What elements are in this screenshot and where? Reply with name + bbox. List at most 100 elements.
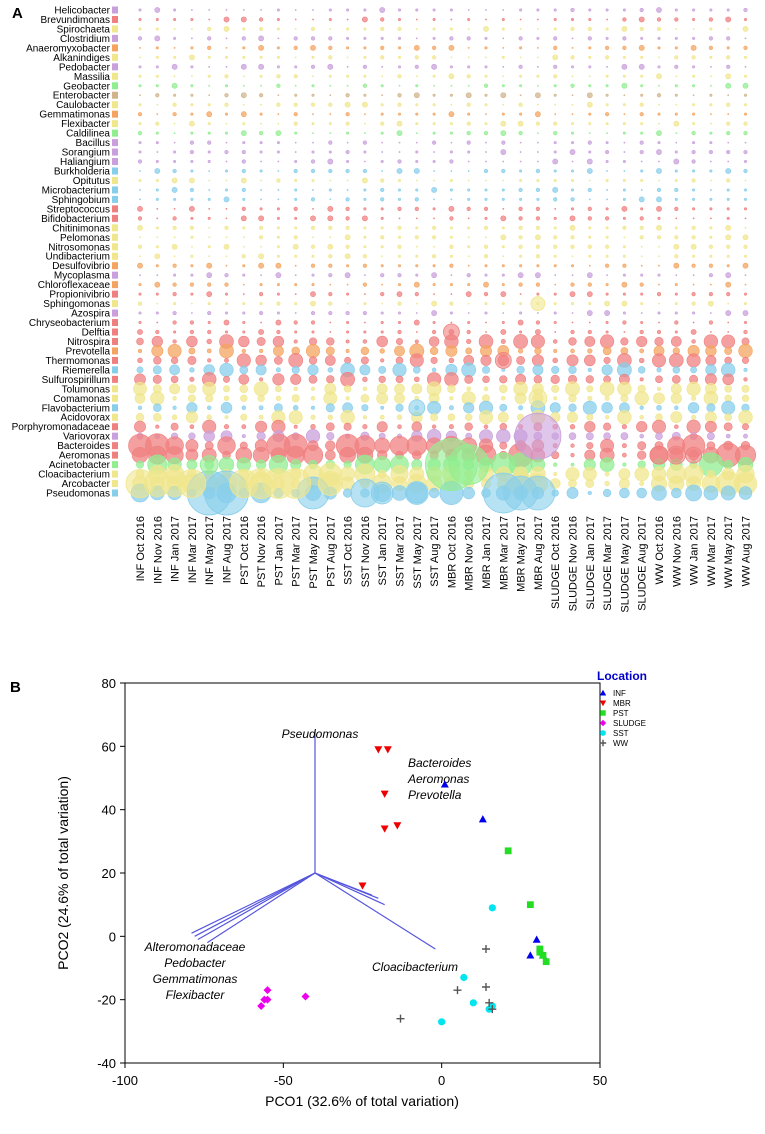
bubble-mark [484, 122, 488, 126]
bubble-mark [622, 131, 626, 135]
bubble-mark [397, 206, 402, 211]
bubble-mark [311, 254, 315, 258]
vector-label: Prevotella [408, 788, 462, 802]
genus-label: Porphyromonadaceae [12, 422, 111, 433]
bubble-mark [190, 65, 194, 69]
bubble-mark [206, 272, 213, 279]
bubble-mark [587, 282, 592, 287]
bubble-mark [395, 337, 403, 345]
bubble-mark [170, 422, 179, 431]
bubble-mark [327, 215, 334, 222]
bubble-mark [238, 335, 250, 348]
bubble-mark [519, 311, 523, 315]
genus-label: Acidovorax [61, 413, 110, 424]
bubble-mark [656, 168, 662, 174]
bubble-mark [566, 487, 579, 499]
bubble-mark [499, 375, 508, 384]
data-points [257, 746, 550, 1026]
genus-color-swatch [112, 101, 118, 109]
bubble-mark [588, 46, 592, 50]
bubble-mark [725, 433, 731, 439]
bubble-mark [223, 395, 230, 401]
bubble-mark [485, 113, 487, 116]
bubble-mark [310, 414, 316, 420]
bubble-mark [139, 274, 141, 277]
genus-label: Flexibacter [61, 119, 111, 130]
bubble-mark [329, 236, 332, 239]
bubble-mark [273, 345, 284, 357]
genus-label: Comamonas [53, 394, 110, 405]
bubble-mark [502, 65, 505, 68]
bubble-mark [639, 225, 644, 230]
bubble-mark [207, 45, 212, 50]
bubble-mark [743, 377, 748, 382]
point-sst [469, 999, 477, 1007]
bubble-mark [640, 178, 644, 182]
bubble-mark [533, 375, 543, 384]
point-sludge [257, 1002, 266, 1010]
genus-color-swatch [112, 195, 118, 203]
bubble-mark [639, 282, 644, 287]
bubble-mark [519, 169, 523, 173]
bubble-mark [726, 46, 730, 50]
bubble-mark [639, 140, 644, 145]
bubble-mark [207, 282, 212, 287]
bubble-mark [518, 244, 523, 249]
bubble-mark [484, 273, 488, 277]
sample-label: INF Mar 2017 [187, 516, 199, 583]
bubble-mark [553, 150, 557, 154]
bubble-mark [276, 83, 281, 88]
bubble-mark [415, 75, 418, 78]
bubble-mark [656, 329, 662, 335]
genus-color-swatch [112, 44, 118, 52]
bubble-mark [444, 372, 459, 387]
legend-marker-pst [600, 710, 606, 716]
genus-color-swatch [112, 385, 118, 393]
bubble-mark [236, 353, 251, 368]
bubble-mark [657, 273, 661, 277]
bubble-mark [172, 320, 177, 325]
bubble-mark [433, 198, 436, 201]
vector-line [194, 872, 316, 937]
bubble-mark [294, 293, 297, 296]
bubble-mark [449, 216, 454, 221]
bubble-mark [537, 103, 539, 106]
genus-label: Pseudomonas [46, 489, 110, 500]
bubble-mark [208, 255, 211, 258]
bubble-mark [535, 320, 541, 325]
bubble-mark [380, 26, 385, 32]
bubble-mark [657, 141, 661, 145]
bubble-mark [640, 160, 643, 163]
bubble-mark [137, 301, 143, 306]
bubble-mark-large [408, 399, 426, 417]
sample-label: INF Jan 2017 [170, 516, 182, 582]
bubble-mark [570, 197, 575, 202]
bubble-mark [380, 330, 384, 334]
bubble-mark [240, 130, 247, 137]
bubble-mark [276, 178, 281, 183]
legend-marker-sludge [599, 719, 607, 727]
bubble-mark [519, 151, 522, 153]
bubble-mark [259, 141, 263, 145]
bubble-mark [467, 9, 470, 11]
bubble-mark [709, 197, 713, 201]
bubble-mark [346, 27, 350, 31]
bubble-mark [380, 216, 384, 220]
bubble-mark [587, 26, 592, 32]
bubble-mark-large [448, 444, 490, 485]
bubble-mark [465, 291, 472, 298]
bubble-mark [415, 254, 419, 258]
bubble-mark [553, 93, 557, 97]
bubble-mark [156, 274, 159, 277]
bubble-mark [466, 131, 471, 136]
bubble-mark [380, 84, 384, 88]
bubble-mark [553, 74, 558, 79]
bubble-mark [674, 93, 678, 97]
bubble-mark [294, 84, 297, 87]
bubble-mark [225, 207, 228, 210]
bubble-mark [517, 348, 524, 354]
bubble-mark [240, 16, 247, 23]
bubble-mark [275, 385, 282, 393]
genus-label: Delftia [82, 328, 111, 339]
bubble-mark [467, 170, 470, 172]
